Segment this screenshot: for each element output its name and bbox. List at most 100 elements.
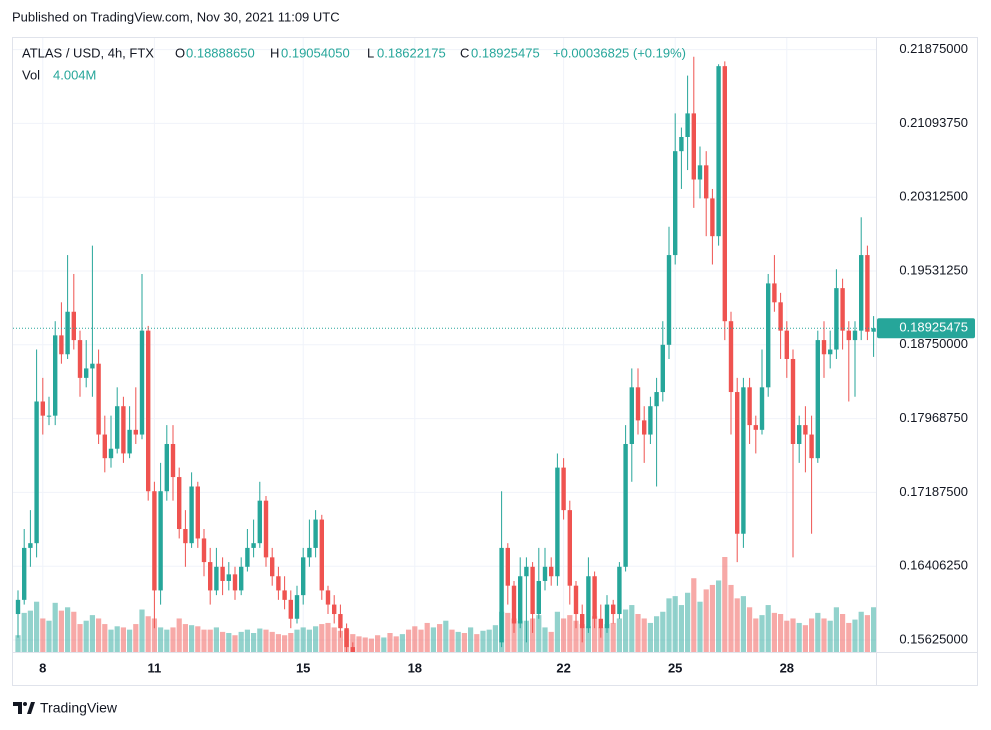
candle-body xyxy=(499,547,504,643)
candle-body xyxy=(319,519,324,591)
volume-bar xyxy=(461,633,467,652)
volume-bar xyxy=(821,618,827,652)
volume-bar xyxy=(145,616,151,652)
volume-bar xyxy=(697,601,703,652)
y-tick-label: 0.21093750 xyxy=(899,115,968,130)
candle-body xyxy=(697,165,703,180)
candle-body xyxy=(654,392,659,407)
volume-bar xyxy=(846,622,852,652)
candle-body xyxy=(871,328,876,332)
candle-body xyxy=(382,675,386,680)
volume-bar xyxy=(127,629,133,652)
volume-bar xyxy=(313,626,319,652)
volume-bar xyxy=(660,611,666,652)
volume-bar xyxy=(232,635,238,652)
volume-bar xyxy=(288,633,294,652)
volume-bar xyxy=(294,629,300,652)
candle-body xyxy=(195,486,200,539)
candle-body xyxy=(276,576,281,591)
candle-body xyxy=(164,443,169,492)
candle-body xyxy=(772,283,777,303)
open-value: 0.18888650 xyxy=(186,45,255,60)
candle-body xyxy=(728,321,734,393)
volume-bar xyxy=(275,634,281,652)
candle-body xyxy=(158,491,163,591)
candle-body xyxy=(102,434,107,459)
candle-body xyxy=(598,618,603,629)
candle-body xyxy=(487,680,491,685)
candle-body xyxy=(338,614,343,629)
volume-bar xyxy=(827,620,833,652)
candle-body xyxy=(592,576,597,619)
candle-body xyxy=(704,165,709,199)
candle-body xyxy=(536,580,541,615)
candle-body xyxy=(493,666,497,680)
volume-bar xyxy=(629,605,635,652)
candle-body xyxy=(77,340,83,378)
volume-bar xyxy=(319,624,325,652)
symbol: ATLAS / USD, 4h, FTX xyxy=(22,45,154,60)
volume-bar xyxy=(176,618,182,652)
volume-bar xyxy=(486,629,492,652)
volume-bar xyxy=(536,615,542,652)
candle-body xyxy=(357,661,361,666)
volume-bar xyxy=(139,609,145,652)
candle-body xyxy=(573,585,579,615)
candle-body xyxy=(139,330,145,435)
volume-bar xyxy=(548,631,554,652)
volume-bar xyxy=(778,614,784,652)
volume-bar xyxy=(641,618,647,652)
volume-bar xyxy=(34,601,40,652)
candle-body xyxy=(40,401,45,416)
candle-body xyxy=(821,340,827,355)
candle-body xyxy=(530,566,535,615)
candle-body xyxy=(865,255,870,332)
candle-body xyxy=(22,547,27,600)
candle-body xyxy=(549,566,554,577)
candle-body xyxy=(803,425,808,435)
volume-bar xyxy=(207,629,213,652)
volume-bar xyxy=(716,580,722,652)
candle-body xyxy=(59,335,64,355)
volume-bar xyxy=(728,584,734,652)
volume-bar xyxy=(833,607,839,652)
close-label: C xyxy=(460,45,469,60)
candle-body xyxy=(716,66,721,237)
volume-bar xyxy=(71,611,77,652)
candle-body xyxy=(84,368,89,378)
candle-body xyxy=(679,136,684,152)
brand-logo-mark xyxy=(27,702,35,714)
volume-bar xyxy=(468,627,474,652)
volume-bar xyxy=(678,605,684,652)
volume-bar xyxy=(133,624,139,652)
change-value: +0.00036825 (+0.19%) xyxy=(553,45,686,60)
y-tick-label: 0.21875000 xyxy=(899,41,968,56)
volume-bar xyxy=(765,605,771,652)
volume-bar xyxy=(691,578,697,652)
candle-body xyxy=(220,566,225,581)
volume-bar xyxy=(474,634,480,652)
candle-body xyxy=(784,330,789,359)
candle-body xyxy=(691,113,696,180)
candle-body xyxy=(468,690,472,699)
candle-body xyxy=(282,590,287,600)
candle-body xyxy=(623,443,628,567)
volume-bar xyxy=(269,631,275,652)
volume-bar xyxy=(567,615,573,652)
candle-body xyxy=(307,547,312,558)
volume-bar xyxy=(21,612,27,652)
y-tick-label: 0.17968750 xyxy=(899,410,968,425)
volume-bar xyxy=(492,625,498,652)
y-tick-label: 0.19531250 xyxy=(899,262,968,277)
brand-logo-dot xyxy=(23,702,27,706)
candle-body xyxy=(34,401,39,544)
candle-body xyxy=(437,699,441,708)
volume-bar xyxy=(747,607,753,652)
candle-body xyxy=(294,595,300,619)
candle-body xyxy=(660,344,665,393)
candle-body xyxy=(710,198,715,237)
volume-bar xyxy=(195,626,201,652)
volume-bar xyxy=(790,618,796,652)
candle-body xyxy=(226,574,231,581)
volume-bar xyxy=(635,614,641,652)
